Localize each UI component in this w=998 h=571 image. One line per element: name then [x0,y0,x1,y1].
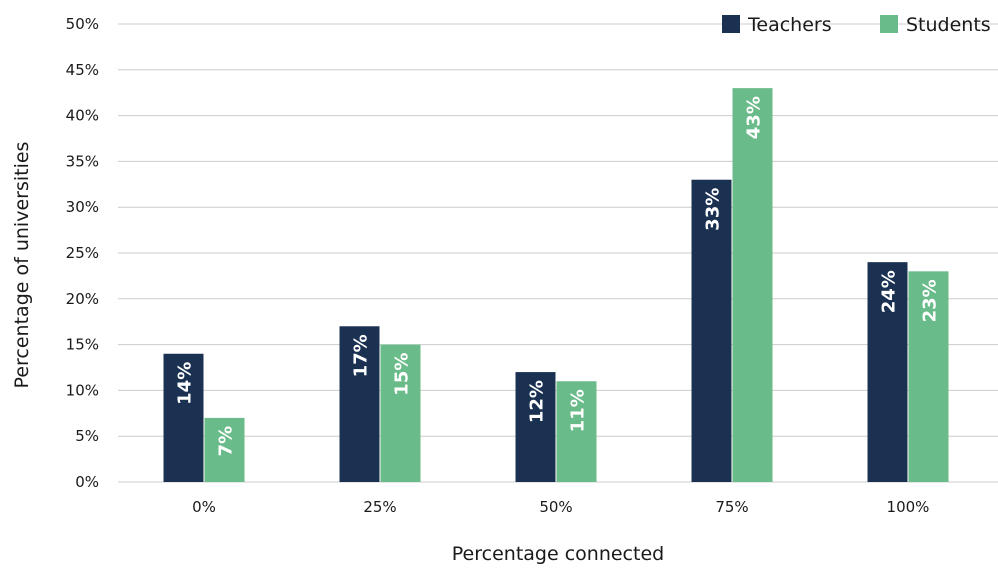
y-tick-label: 0% [75,473,99,491]
legend: Teachers Students [722,14,991,36]
bar-value-label: 12% [527,380,548,423]
x-category-label: 100% [887,498,930,516]
y-axis-ticks: 0% 5% 10% 15% 20% 25% 30% 35% 40% 45% 50% [66,15,99,491]
y-tick-label: 15% [66,336,99,354]
y-tick-label: 10% [66,381,99,399]
bar-teachers-3 [691,179,732,482]
bar-value-label: 43% [744,96,765,139]
bar-value-label: 15% [392,353,413,396]
y-tick-label: 5% [75,427,99,445]
bar-teachers-0 [163,353,204,482]
bar-value-labels: 14% 7% 17% 15% 12% 11% 33% 43% 24% 23% [175,96,941,456]
legend-swatch-teachers [722,15,740,33]
bar-value-label: 24% [879,270,900,313]
y-tick-label: 30% [66,198,99,216]
bar-value-label: 11% [568,389,589,432]
y-tick-label: 40% [66,107,99,125]
y-tick-label: 25% [66,244,99,262]
legend-label-teachers: Teachers [747,14,832,36]
bar-value-label: 33% [703,188,724,231]
bar-teachers-4 [867,262,908,482]
bar-value-label: 17% [351,334,372,377]
bar-value-label: 7% [216,426,237,457]
bar-students-4 [908,271,949,482]
x-category-label: 50% [539,498,572,516]
bar-students-3 [732,88,773,483]
y-axis-title: Percentage of universities [11,142,33,389]
x-category-label: 75% [715,498,748,516]
bar-students-2 [556,381,597,482]
y-tick-label: 50% [66,15,99,33]
bar-value-label: 14% [175,362,196,405]
legend-swatch-students [880,15,898,33]
bar-teachers-2 [515,372,556,482]
bar-teachers-1 [339,326,380,482]
x-category-label: 25% [363,498,396,516]
bars [163,88,949,483]
x-axis-title: Percentage connected [452,543,664,565]
gridlines [118,23,998,483]
bar-value-label: 23% [920,279,941,322]
x-axis-categories: 0% 25% 50% 75% 100% [192,498,929,516]
legend-label-students: Students [906,14,991,36]
y-tick-label: 35% [66,152,99,170]
y-tick-label: 45% [66,61,99,79]
bar-students-0 [204,417,245,482]
y-tick-label: 20% [66,290,99,308]
bar-students-1 [380,344,421,482]
x-category-label: 0% [192,498,216,516]
